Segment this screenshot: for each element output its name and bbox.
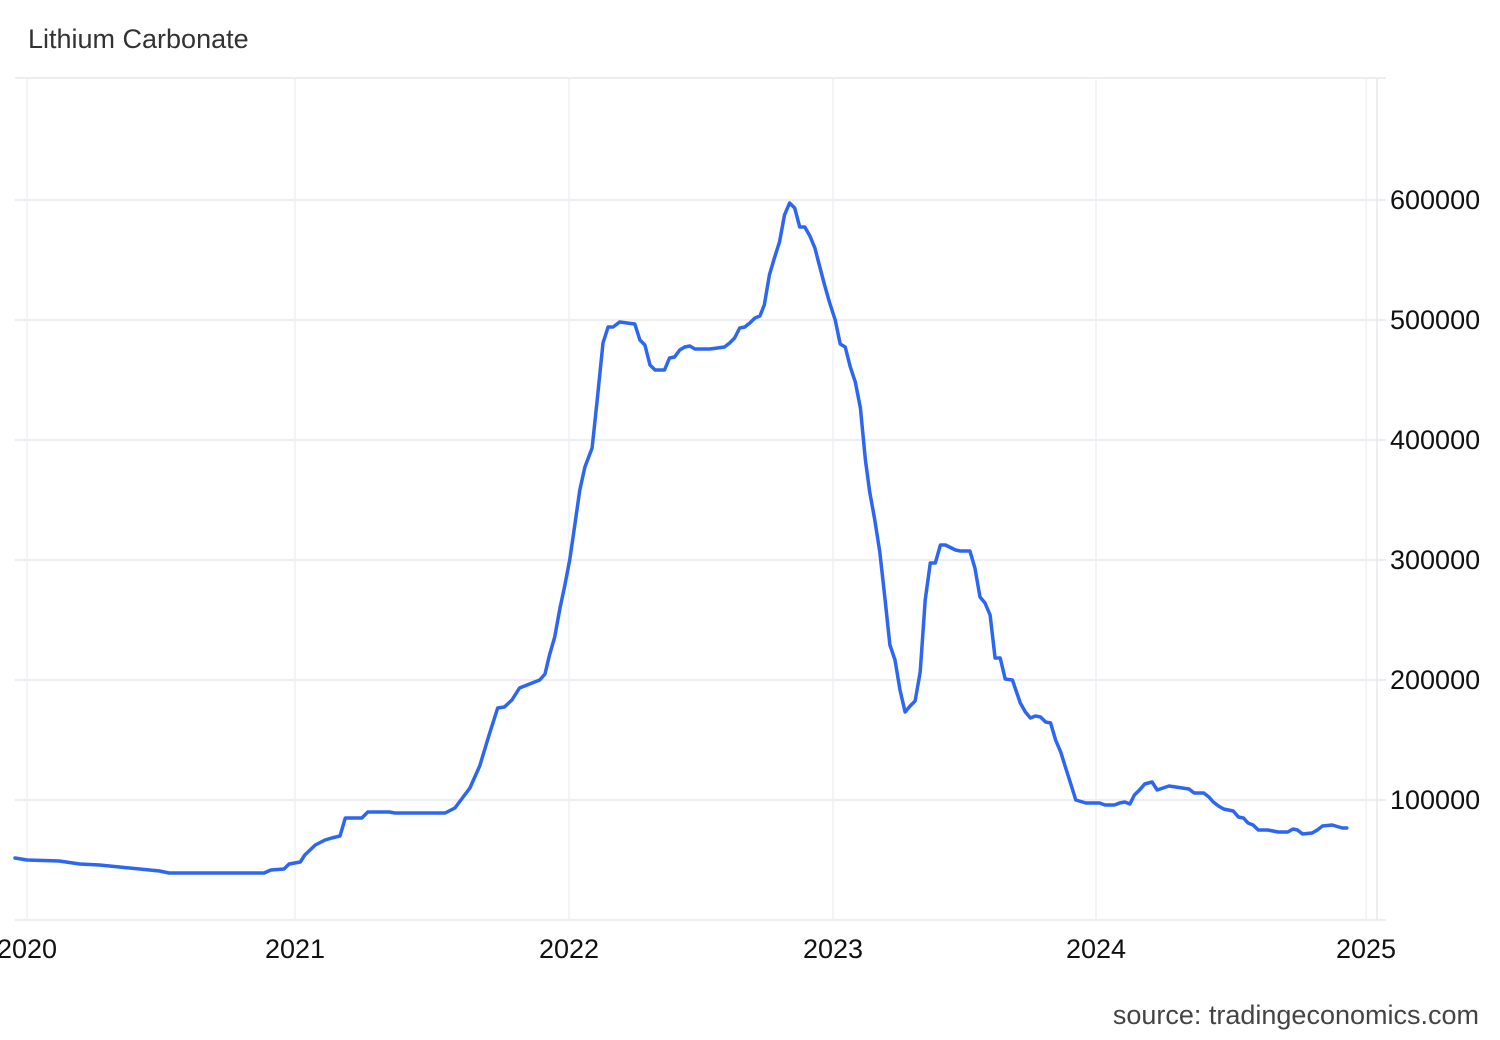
y-tick-label: 300000 [1390, 545, 1480, 575]
tick-labels: 100000 200000 300000 400000 500000 600000 2020… [0, 185, 1480, 964]
chart-title: Lithium Carbonate [28, 24, 249, 54]
x-tick-label: 2021 [265, 934, 325, 964]
x-tick-label: 2020 [0, 934, 57, 964]
source-label: source: tradingeconomics.com [1112, 1000, 1479, 1030]
y-tick-label: 100000 [1390, 785, 1480, 815]
y-tick-label: 600000 [1390, 185, 1480, 215]
x-tick-label: 2024 [1066, 934, 1126, 964]
x-tick-label: 2023 [803, 934, 863, 964]
y-tick-label: 400000 [1390, 425, 1480, 455]
gridlines [15, 77, 1386, 921]
y-tick-label: 500000 [1390, 305, 1480, 335]
x-tick-label: 2022 [539, 934, 599, 964]
series-line [13, 201, 1349, 875]
y-tick-label: 200000 [1390, 665, 1480, 695]
x-tick-label: 2025 [1336, 934, 1396, 964]
